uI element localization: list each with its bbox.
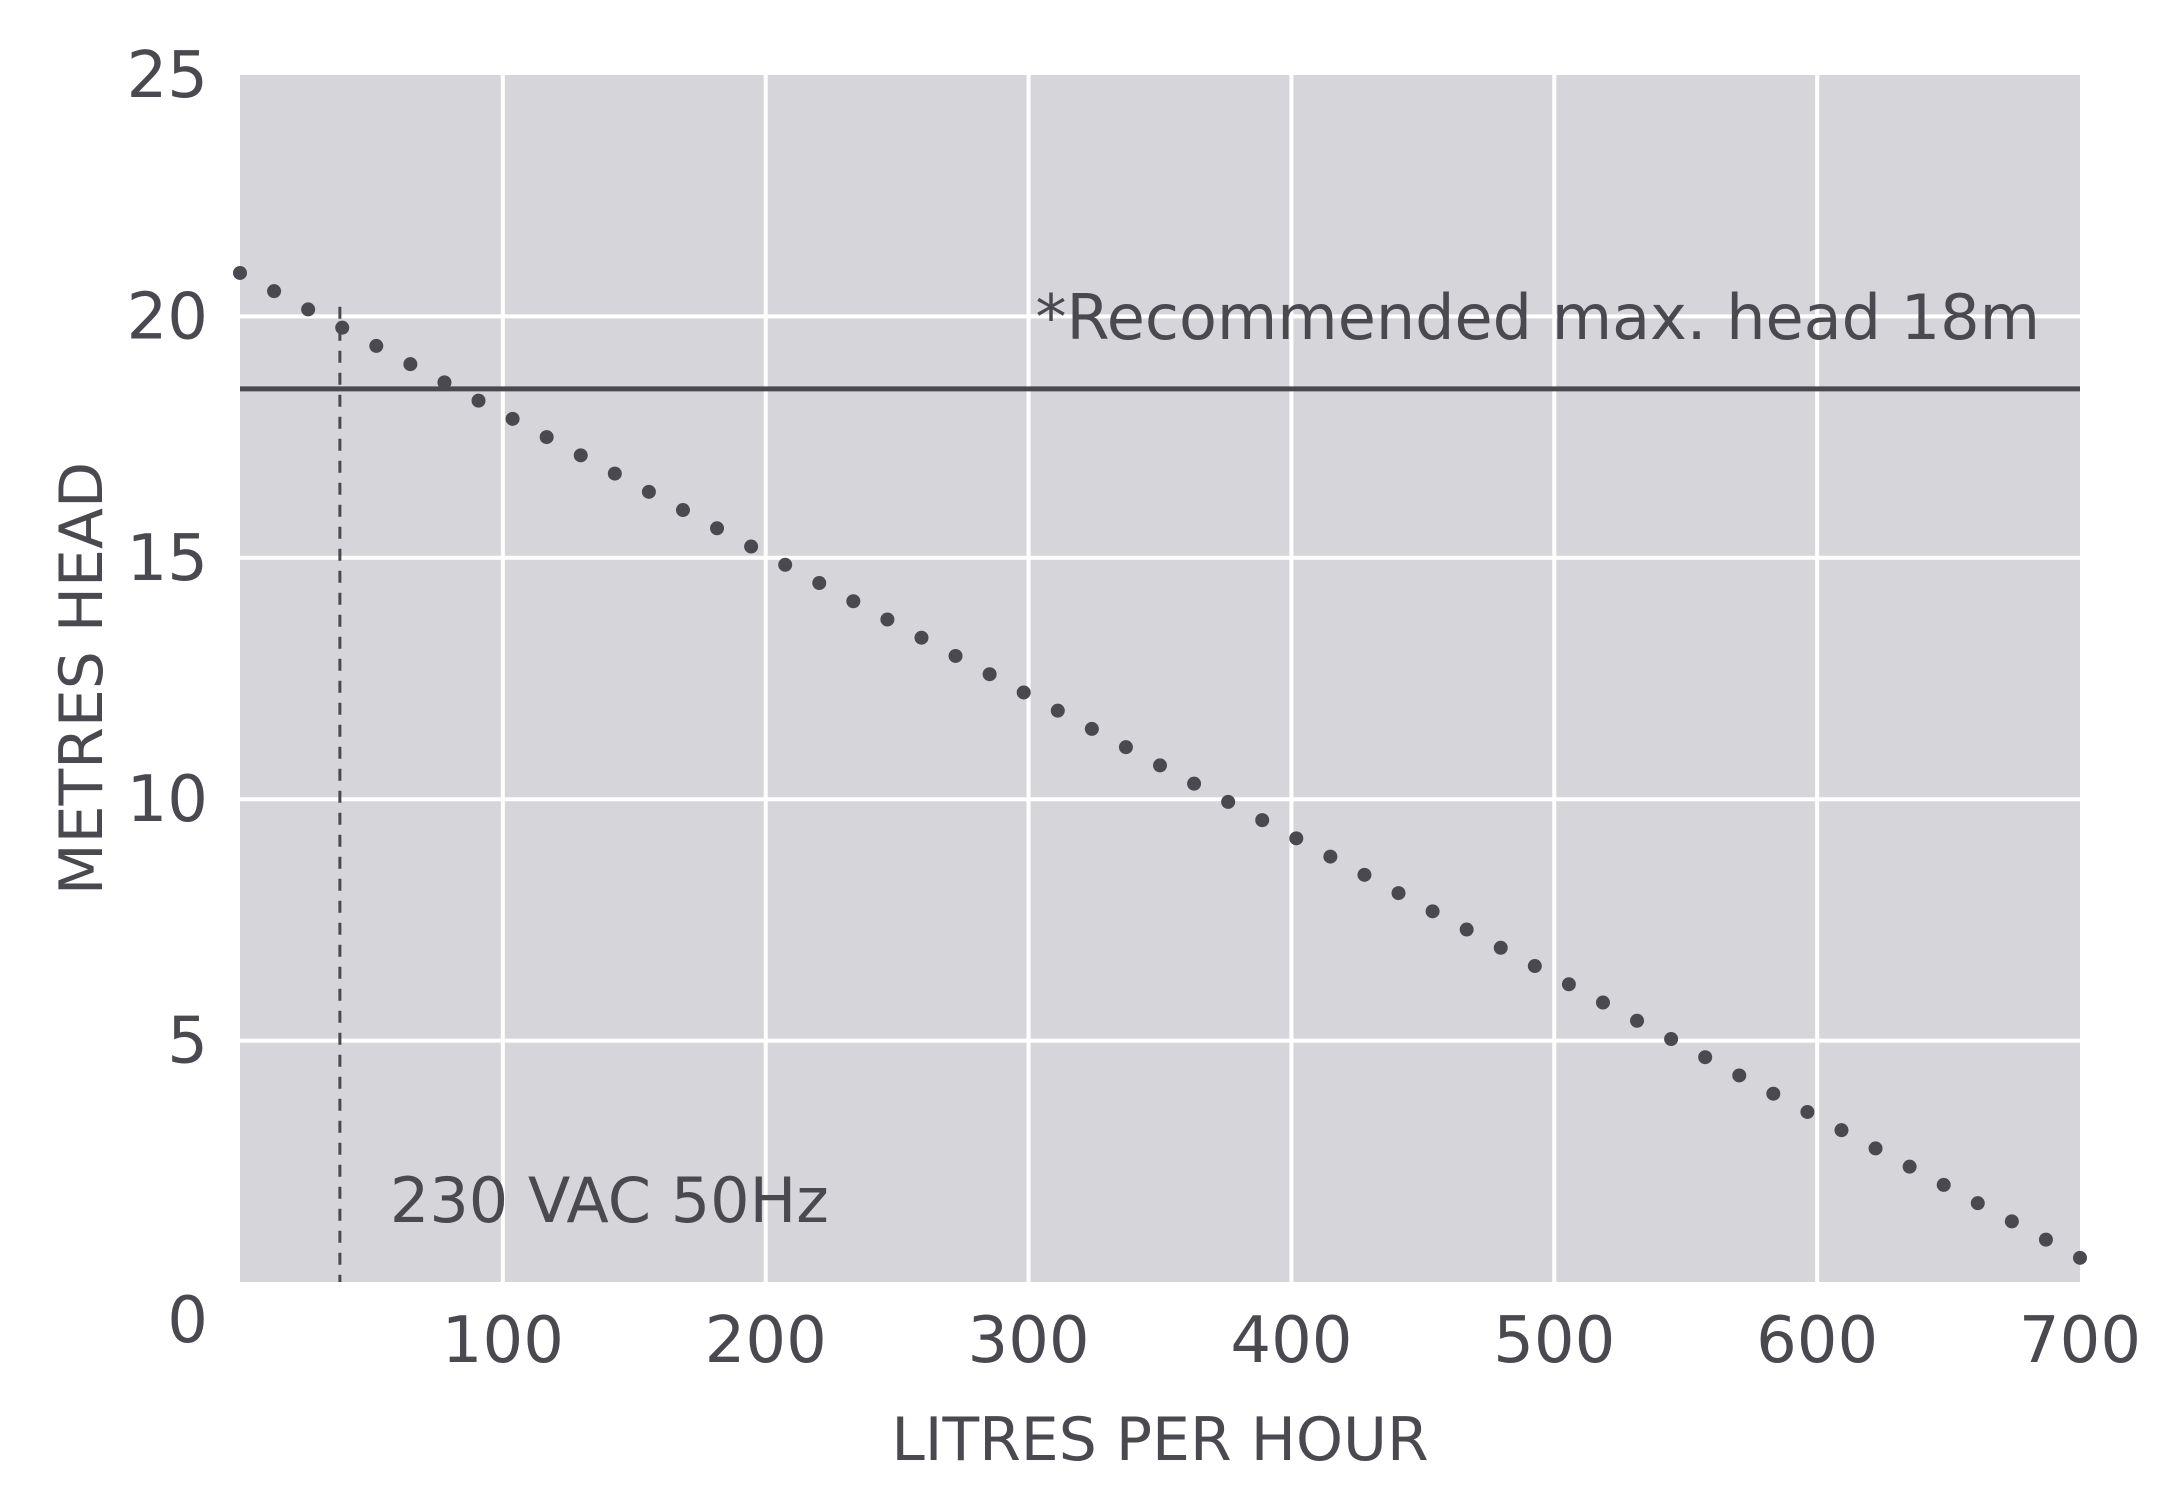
curve-point <box>1255 813 1270 828</box>
curve-point <box>301 302 316 317</box>
curve-point <box>1459 922 1474 937</box>
curve-point <box>1357 867 1372 882</box>
curve-point <box>914 630 929 645</box>
curve-point <box>1834 1123 1849 1138</box>
curve-point <box>1527 959 1542 974</box>
curve-point <box>1766 1086 1781 1101</box>
curve-point <box>233 265 247 280</box>
curve-point <box>1289 831 1304 846</box>
curve-point <box>982 667 997 682</box>
curve-point <box>607 466 622 481</box>
curve-point <box>675 503 690 518</box>
curve-point <box>1221 794 1236 809</box>
curve-point <box>1902 1159 1917 1174</box>
x-axis-title: LITRES PER HOUR <box>891 1405 1428 1475</box>
curve-point <box>471 393 486 408</box>
series-layer <box>233 265 2087 1265</box>
curve-point <box>1664 1031 1679 1046</box>
curve-point <box>2073 1250 2087 1265</box>
curve-point <box>505 411 520 426</box>
curve-point <box>1187 776 1202 791</box>
curve-point <box>1698 1050 1713 1065</box>
y-tick-label: 15 <box>127 522 208 596</box>
curve-point <box>948 648 963 663</box>
x-tick-label: 300 <box>967 1304 1089 1378</box>
recommended-max-head-label: *Recommended max. head 18m <box>1035 281 2040 354</box>
curve-point <box>1391 886 1406 901</box>
x-tick-label: 500 <box>1493 1304 1615 1378</box>
x-tick-label: 200 <box>705 1304 827 1378</box>
curve-point <box>369 338 384 353</box>
grid <box>240 75 2080 1282</box>
x-tick-label: 100 <box>442 1304 564 1378</box>
x-tick-label: 700 <box>2019 1304 2141 1378</box>
curve-point <box>1118 740 1133 755</box>
curve-point <box>1425 904 1440 919</box>
curve-point <box>573 448 588 463</box>
y-axis-title: METRES HEAD <box>47 462 117 895</box>
curve-point <box>1630 1013 1645 1028</box>
curve-point <box>403 357 418 372</box>
x-tick-label: 600 <box>1756 1304 1878 1378</box>
curve-point <box>1084 721 1099 736</box>
curve-point <box>1868 1141 1883 1156</box>
curve-point <box>1016 685 1031 700</box>
curve-point <box>778 557 793 572</box>
curve-point <box>1970 1196 1985 1211</box>
y-tick-label: 5 <box>167 1005 208 1079</box>
curve-point <box>335 320 350 335</box>
curve-point <box>1493 940 1508 955</box>
curve-point <box>1050 703 1065 718</box>
curve-point <box>846 594 861 609</box>
curve-point <box>641 484 656 499</box>
curve-point <box>437 375 452 390</box>
curve-point <box>2004 1214 2019 1229</box>
curve-point <box>1800 1104 1815 1119</box>
curve-point <box>710 521 725 536</box>
curve-point <box>812 576 827 591</box>
y-tick-label: 10 <box>127 763 208 837</box>
curve-point <box>539 430 554 445</box>
curve-point <box>1561 977 1576 992</box>
x-tick-label: 400 <box>1230 1304 1352 1378</box>
voltage-label: 230 VAC 50Hz <box>390 1164 829 1237</box>
y-tick-label: 20 <box>127 280 208 354</box>
tick-labels: 100 200 300 400 500 600 700 0 5 10 15 20 25 <box>127 39 2142 1378</box>
curve-point <box>267 284 282 299</box>
reference-lines <box>240 306 2080 1282</box>
plot-area <box>240 75 2080 1282</box>
curve-point <box>1323 849 1338 864</box>
curve-point <box>1595 995 1610 1010</box>
curve-point <box>2038 1232 2053 1247</box>
curve-point <box>1732 1068 1747 1083</box>
curve-point <box>1936 1177 1951 1192</box>
curve-point <box>744 539 759 554</box>
curve-point <box>1153 758 1167 773</box>
y-tick-label: 0 <box>167 1284 208 1358</box>
y-tick-label: 25 <box>127 39 208 113</box>
curve-point <box>880 612 895 627</box>
